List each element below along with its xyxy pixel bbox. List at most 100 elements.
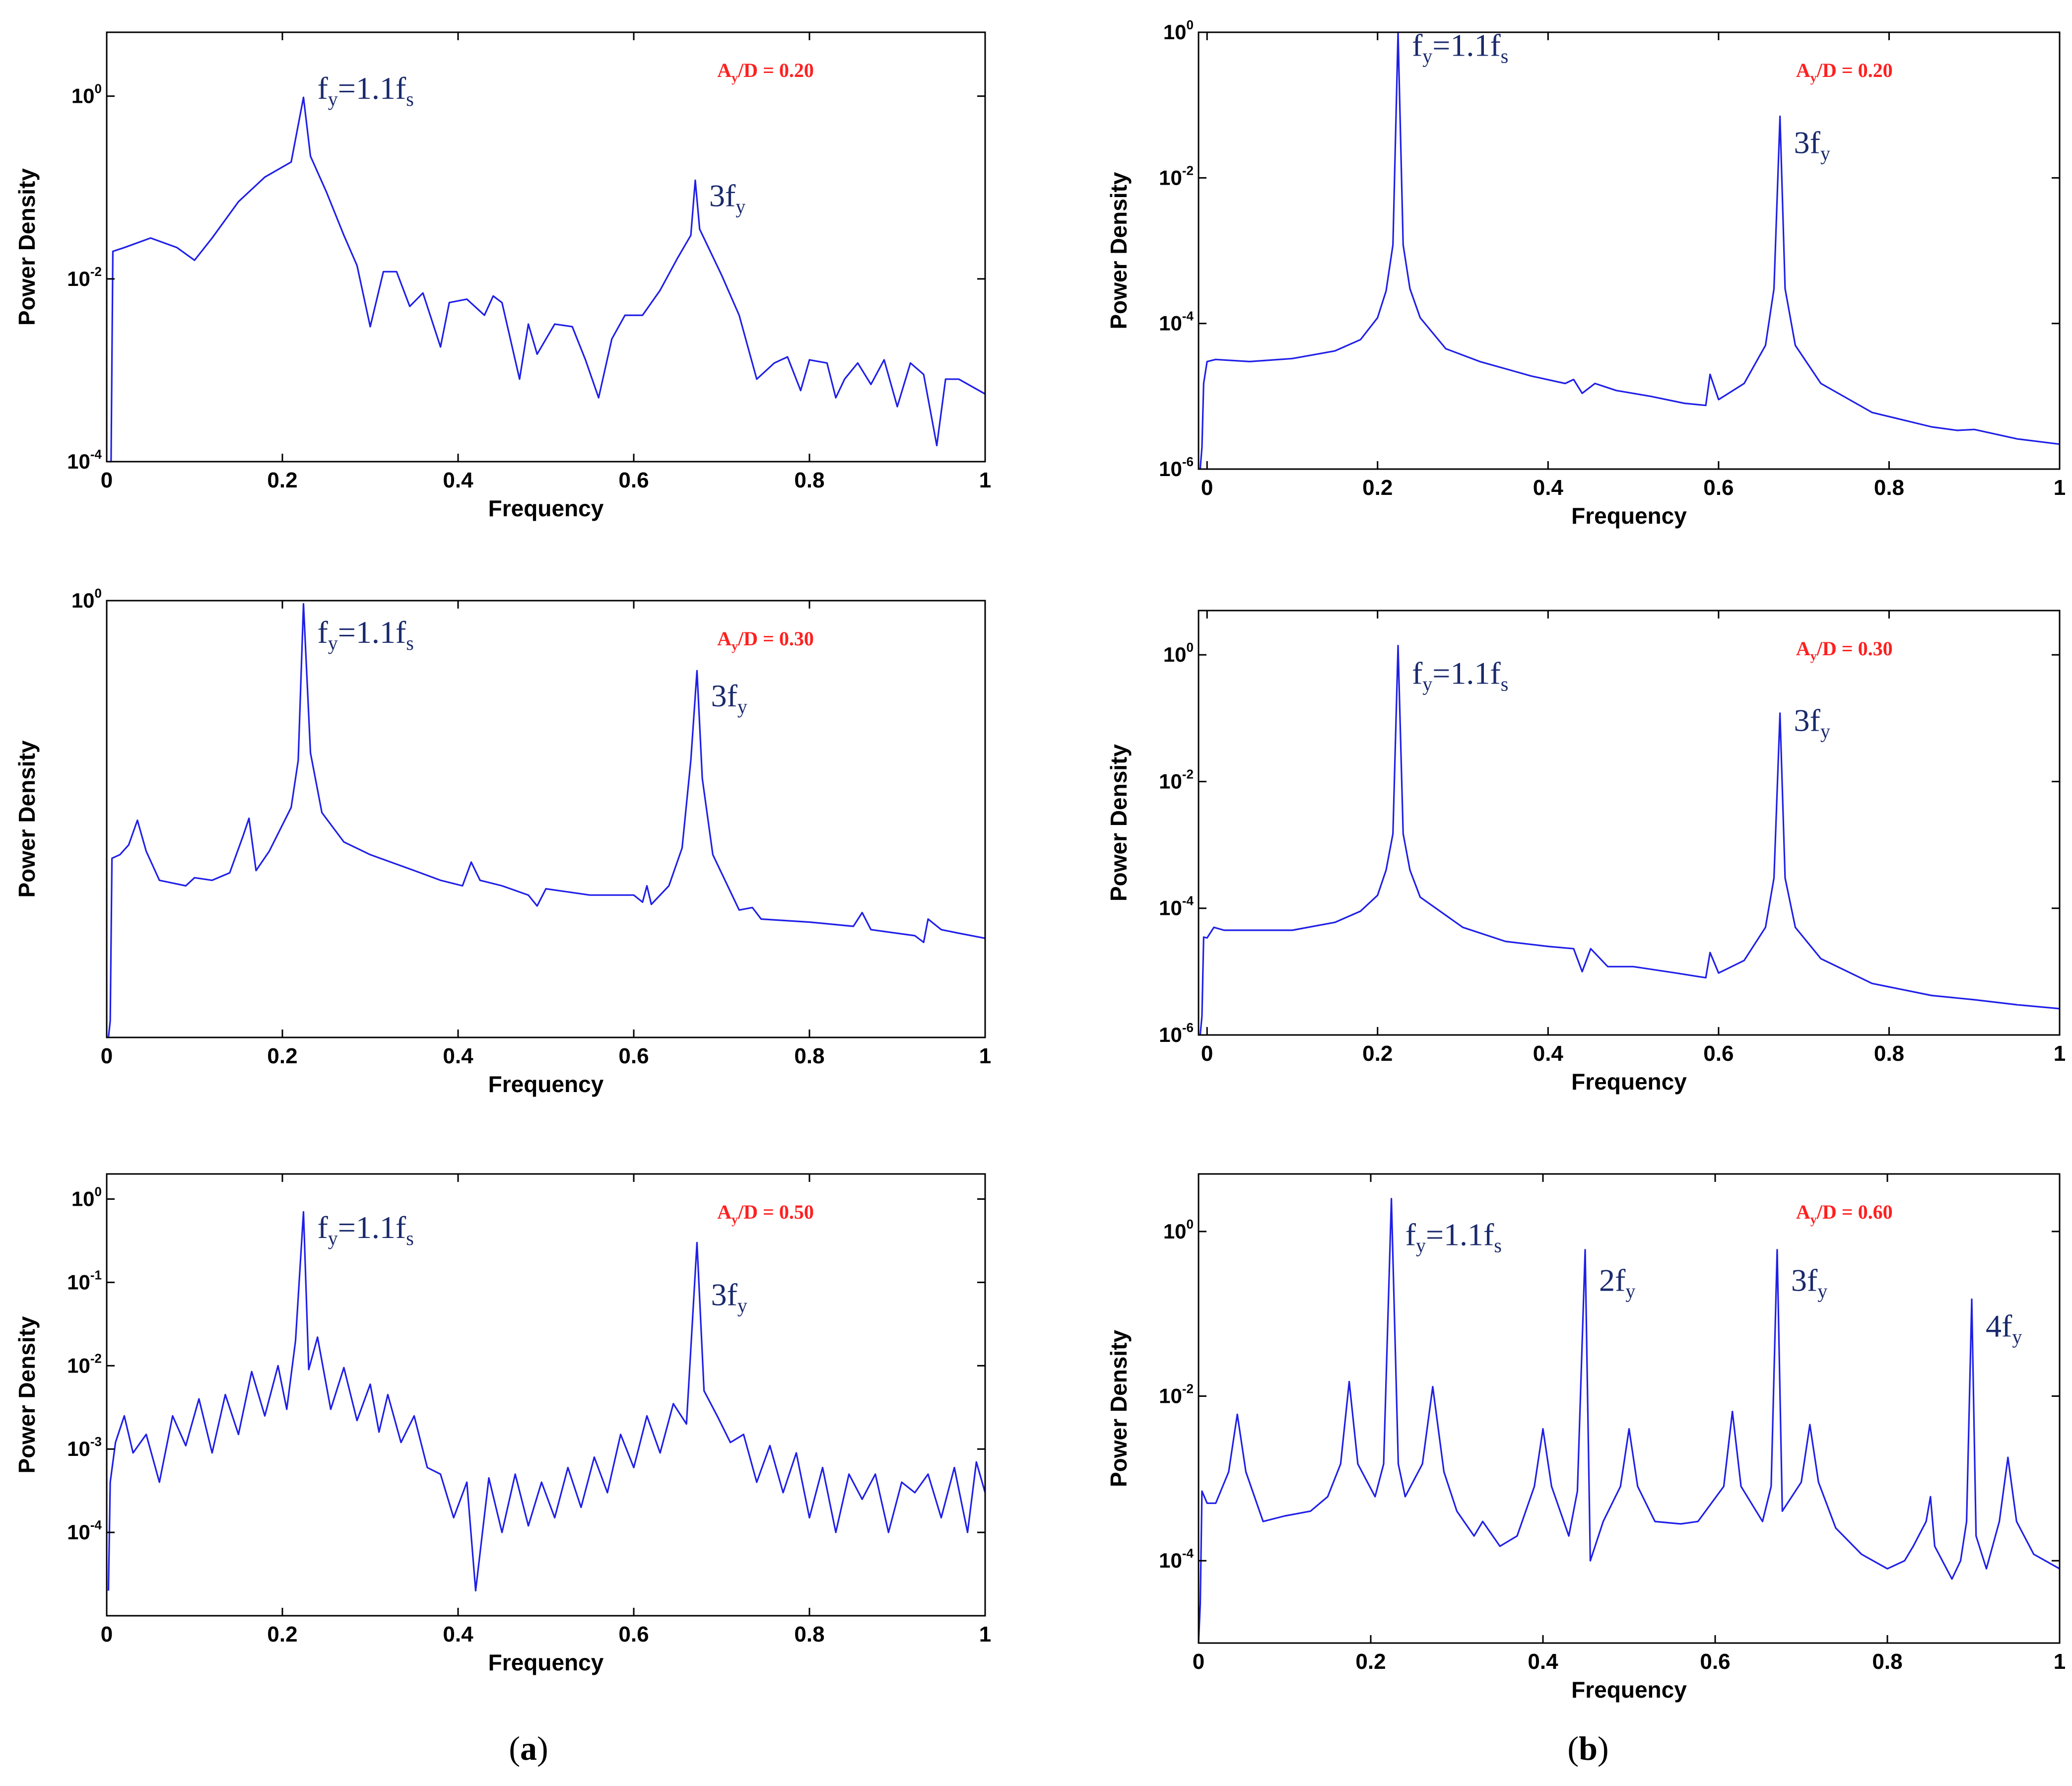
peak-label-a3-0: fy=1.1fs — [317, 1210, 413, 1249]
plot-frame-b1 — [1198, 31, 2061, 470]
x-tick-label-b2: 0.2 — [1362, 1041, 1393, 1066]
x-axis-label-a2: Frequency — [488, 1071, 604, 1097]
x-tick-label-b1: 1 — [2054, 476, 2066, 500]
plot-frame-a1 — [106, 31, 986, 463]
x-tick-label-b3: 1 — [2054, 1649, 2066, 1674]
series-line-b3 — [1198, 1198, 2060, 1644]
y-axis-label-a3: Power Density — [14, 1316, 40, 1473]
x-tick-label-b2: 0.4 — [1533, 1041, 1564, 1066]
y-tick-label-a1: 10-2 — [67, 264, 102, 290]
y-axis-label-a2: Power Density — [14, 740, 40, 897]
chart-a2: 0 0.2 0.4 0.6 0.8 1 100 Frequency Power Density A… — [14, 586, 991, 1097]
y-tick-label-a3: 10-3 — [67, 1434, 102, 1460]
series-line-a3 — [107, 1211, 986, 1592]
x-axis-label-b1: Frequency — [1571, 503, 1687, 529]
chart-a1: 0 0.2 0.4 0.6 0.8 1 100 10-2 10-4 Frequency Power … — [14, 31, 991, 521]
y-tick-label-a3: 100 — [71, 1184, 102, 1211]
x-tick-label-a1: 0.8 — [794, 468, 824, 492]
plot-frame-b2 — [1198, 610, 2061, 1036]
y-tick-label-b3: 10-4 — [1159, 1546, 1194, 1572]
plot-frame-b3 — [1198, 1173, 2061, 1644]
y-axis-label-b2: Power Density — [1106, 744, 1132, 901]
peak-label-b3-2: 3fy — [1791, 1263, 1827, 1303]
x-tick-label-b1: 0.2 — [1362, 476, 1393, 500]
y-tick-label-b3: 100 — [1163, 1217, 1194, 1243]
amplitude-label-b2: Ay/D = 0.30 — [1796, 637, 1893, 663]
y-tick-label-b1: 100 — [1163, 17, 1194, 44]
x-tick-label-b3: 0.6 — [1700, 1649, 1730, 1674]
x-tick-label-a1: 0.6 — [618, 468, 649, 492]
x-tick-label-a2: 0.4 — [443, 1044, 473, 1068]
x-tick-label-a2: 0 — [101, 1044, 113, 1068]
y-tick-label-b2: 10-2 — [1159, 766, 1194, 793]
x-tick-label-a2: 1 — [979, 1044, 991, 1068]
y-tick-label-a3: 10-2 — [67, 1351, 102, 1377]
peak-label-b1-1: 3fy — [1794, 125, 1830, 164]
x-tick-label-b1: 0.8 — [1874, 476, 1904, 500]
amplitude-label-a2: Ay/D = 0.30 — [717, 627, 814, 653]
y-tick-label-b1: 10-2 — [1159, 163, 1194, 189]
series-line-a2 — [107, 603, 986, 1038]
series-line-a1 — [109, 96, 986, 463]
x-tick-label-a1: 0.2 — [267, 468, 297, 492]
x-axis-label-b3: Frequency — [1571, 1677, 1687, 1703]
plot-frame-a2 — [106, 600, 986, 1038]
x-tick-label-a3: 0 — [101, 1622, 113, 1647]
x-tick-label-a3: 0.6 — [618, 1622, 649, 1647]
series-line-b2 — [1199, 644, 2060, 1035]
x-tick-label-b1: 0 — [1201, 476, 1213, 500]
caption-b: (b) — [1567, 1729, 1608, 1767]
peak-label-b2-1: 3fy — [1794, 703, 1830, 743]
x-tick-label-b2: 0 — [1201, 1041, 1213, 1066]
x-tick-label-a1: 0.4 — [443, 468, 473, 492]
peak-label-a2-1: 3fy — [711, 678, 747, 718]
y-tick-label-a1: 100 — [71, 81, 102, 108]
y-tick-label-b1: 10-4 — [1159, 309, 1194, 335]
chart-b3: 0 0.2 0.4 0.6 0.8 1 100 10-2 10-4 Frequency Power … — [1106, 1173, 2066, 1703]
y-axis-label-a1: Power Density — [14, 168, 40, 326]
x-tick-label-b3: 0.8 — [1872, 1649, 1902, 1674]
peak-label-b3-1: 2fy — [1599, 1263, 1635, 1303]
caption-a: (a) — [509, 1729, 548, 1767]
series-line-b1 — [1199, 31, 2060, 470]
y-tick-label-b2: 100 — [1163, 640, 1194, 666]
chart-a3: 0 0.2 0.4 0.6 0.8 1 100 10-1 10-2 10-3 10-4 Frequen… — [14, 1173, 991, 1675]
x-tick-label-b3: 0.2 — [1355, 1649, 1386, 1674]
amplitude-label-b3: Ay/D = 0.60 — [1796, 1201, 1893, 1227]
amplitude-label-a3: Ay/D = 0.50 — [717, 1201, 814, 1227]
chart-b2: 0 0.2 0.4 0.6 0.8 1 100 10-2 10-4 10-6 Frequency Po… — [1106, 610, 2066, 1095]
y-tick-label-b1: 10-6 — [1159, 454, 1194, 481]
peak-label-b1-0: fy=1.1fs — [1412, 27, 1508, 67]
x-tick-label-b1: 0.4 — [1533, 476, 1564, 500]
x-tick-label-b2: 0.8 — [1874, 1041, 1904, 1066]
x-tick-label-a3: 1 — [979, 1622, 991, 1647]
x-tick-label-a3: 0.4 — [443, 1622, 473, 1647]
peak-label-a1-0: fy=1.1fs — [317, 70, 413, 110]
peak-label-b3-0: fy=1.1fs — [1405, 1217, 1502, 1256]
y-tick-label-b3: 10-2 — [1159, 1381, 1194, 1408]
peak-label-b3-3: 4fy — [1986, 1308, 2022, 1348]
peak-label-b2-0: fy=1.1fs — [1412, 656, 1508, 695]
chart-b1: 0 0.2 0.4 0.6 0.8 1 100 10-2 10-4 10-6 Frequency Po… — [1106, 17, 2066, 529]
x-tick-label-a2: 0.2 — [267, 1044, 297, 1068]
x-tick-label-b3: 0.4 — [1528, 1649, 1558, 1674]
y-tick-label-b2: 10-6 — [1159, 1020, 1194, 1046]
x-tick-label-a2: 0.6 — [618, 1044, 649, 1068]
y-tick-label-a1: 10-4 — [67, 447, 102, 473]
x-tick-label-a3: 0.2 — [267, 1622, 297, 1647]
y-tick-label-a3: 10-4 — [67, 1517, 102, 1544]
x-tick-label-b2: 1 — [2054, 1041, 2066, 1066]
x-tick-label-b2: 0.6 — [1703, 1041, 1734, 1066]
x-axis-label-b2: Frequency — [1571, 1069, 1687, 1095]
x-tick-label-a3: 0.8 — [794, 1622, 824, 1647]
peak-label-a3-1: 3fy — [711, 1277, 747, 1316]
x-tick-label-b1: 0.6 — [1703, 476, 1734, 500]
x-tick-label-a2: 0.8 — [794, 1044, 824, 1068]
peak-label-a1-1: 3fy — [709, 178, 745, 218]
x-tick-label-a1: 0 — [101, 468, 113, 492]
y-tick-label-b2: 10-4 — [1159, 893, 1194, 920]
amplitude-label-a1: Ay/D = 0.20 — [717, 59, 814, 85]
x-tick-label-a1: 1 — [979, 468, 991, 492]
x-tick-label-b3: 0 — [1193, 1649, 1204, 1674]
